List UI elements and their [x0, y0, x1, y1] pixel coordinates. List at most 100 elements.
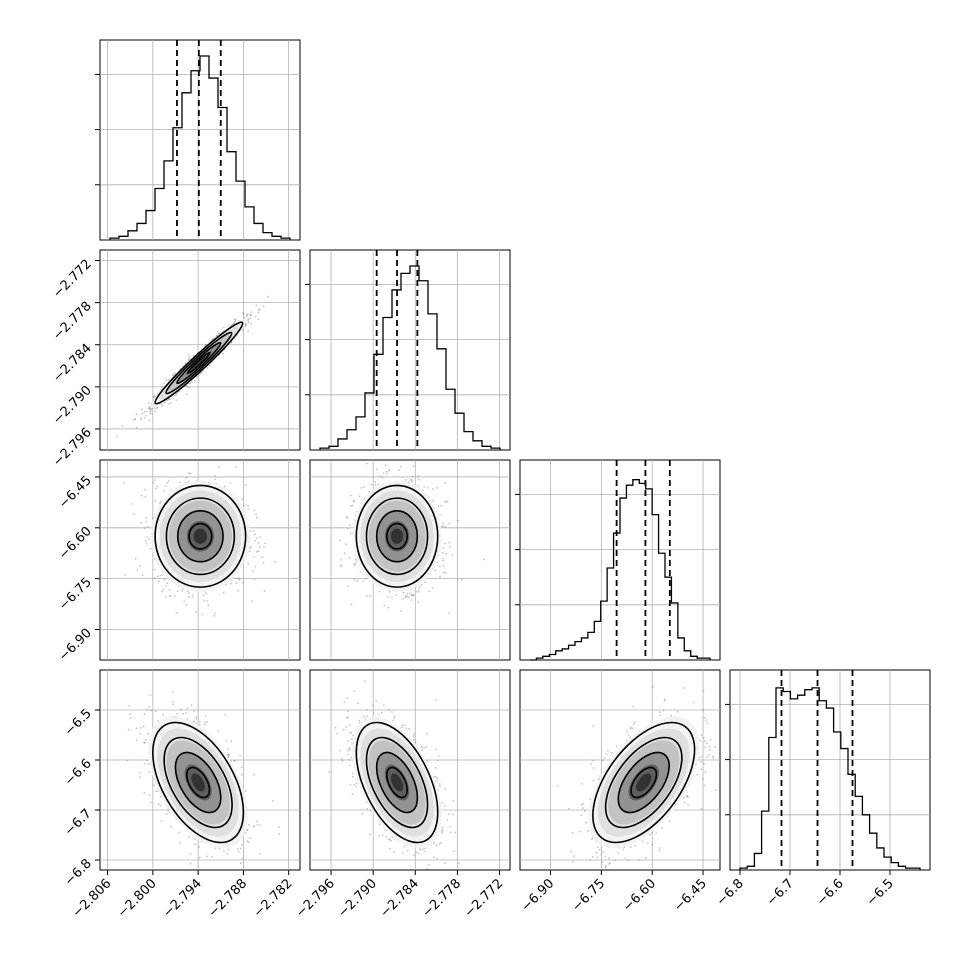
scatter-point [239, 862, 242, 865]
scatter-point [418, 588, 420, 591]
scatter-point [185, 393, 188, 396]
scatter-point [152, 396, 155, 398]
scatter-point [352, 499, 355, 502]
scatter-point [149, 694, 152, 697]
scatter-point [395, 594, 398, 597]
scatter-point [339, 539, 341, 542]
scatter-point [140, 494, 143, 497]
scatter-point [385, 470, 388, 473]
scatter-point [353, 500, 355, 503]
scatter-point [198, 723, 201, 726]
joint-content-0-1 [115, 295, 269, 438]
scatter-point [402, 591, 405, 594]
scatter-point [348, 524, 351, 526]
scatter-point [157, 580, 160, 583]
scatter-point [418, 478, 421, 481]
scatter-point [207, 604, 210, 607]
scatter-point [165, 585, 168, 587]
scatter-point [172, 373, 175, 375]
scatter-point [249, 313, 252, 316]
scatter-point [227, 748, 230, 751]
scatter-point [410, 478, 412, 481]
scatter-point [249, 837, 252, 840]
scatter-point [448, 522, 451, 525]
scatter-point [165, 596, 168, 598]
scatter-point [160, 574, 163, 577]
joint-frame-0-1 [99, 249, 301, 451]
scatter-point [191, 596, 194, 599]
scatter-point [255, 550, 258, 553]
scatter-point [406, 595, 408, 598]
scatter-point [171, 691, 174, 693]
scatter-point [214, 478, 217, 481]
scatter-point [428, 590, 431, 593]
scatter-point [350, 603, 353, 606]
scatter-point [142, 725, 145, 728]
scatter-point [204, 343, 207, 346]
scatter-point [204, 343, 207, 346]
scatter-point [124, 573, 127, 576]
scatter-point [183, 600, 186, 603]
scatter-point [254, 540, 256, 542]
scatter-point [247, 318, 250, 321]
scatter-point [238, 578, 241, 580]
scatter-point [167, 479, 170, 482]
scatter-point [448, 612, 450, 614]
contour-level-2 [165, 497, 236, 576]
scatter-point [170, 401, 173, 404]
scatter-point [146, 759, 149, 762]
scatter-point [148, 538, 151, 541]
scatter-point [244, 790, 247, 792]
hist-panel-2 [515, 459, 721, 661]
scatter-point [167, 379, 170, 381]
hist-bars-1 [319, 265, 501, 450]
scatter-point [129, 717, 132, 719]
scatter-point [184, 362, 187, 364]
scatter-point [149, 408, 152, 411]
scatter-point [244, 324, 247, 327]
scatter-point [259, 536, 261, 538]
scatter-point [149, 801, 152, 804]
scatter-point [217, 466, 220, 469]
hist-frame-0 [99, 39, 301, 241]
scatter-point [154, 499, 157, 502]
scatter-point [222, 591, 225, 594]
scatter-point [131, 502, 134, 505]
scatter-point [249, 547, 251, 549]
scatter-point [189, 862, 192, 865]
scatter-point [340, 559, 342, 561]
hist-bars-3 [739, 687, 921, 870]
scatter-point [255, 304, 258, 307]
scatter-point [154, 790, 157, 793]
scatter-point [144, 414, 147, 417]
scatter-point [206, 855, 209, 858]
scatter-point [233, 321, 235, 324]
scatter-point [242, 312, 245, 314]
scatter-point [247, 321, 250, 324]
scatter-point [431, 587, 434, 589]
scatter-point [277, 826, 280, 828]
joint-panel-0-1 [99, 249, 301, 451]
scatter-point [444, 572, 447, 574]
scatter-point [227, 753, 229, 756]
scatter-point [216, 330, 219, 333]
scatter-point [179, 368, 181, 370]
scatter-point [238, 872, 240, 874]
scatter-point [340, 564, 343, 567]
scatter-point [195, 610, 197, 613]
scatter-point [189, 382, 192, 385]
scatter-point [166, 399, 169, 402]
scatter-point [163, 490, 166, 492]
scatter-point [365, 595, 368, 598]
scatter-point [228, 753, 231, 756]
scatter-point [253, 509, 256, 512]
scatter-point [374, 483, 377, 486]
scatter-point [241, 329, 244, 332]
scatter-point [444, 526, 447, 528]
scatter-point [257, 312, 260, 314]
scatter-point [412, 464, 415, 467]
scatter-point [143, 741, 146, 744]
scatter-point [442, 522, 444, 525]
scatter-point [451, 554, 454, 557]
scatter-point [235, 577, 238, 580]
